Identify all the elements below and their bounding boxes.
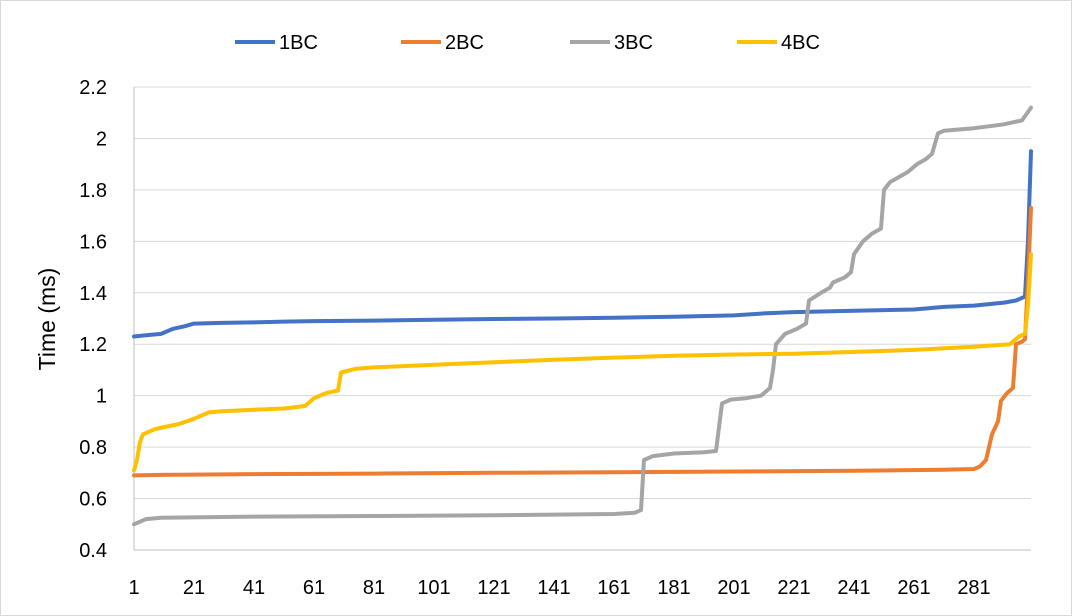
legend-label-2bc: 2BC	[445, 32, 484, 54]
x-tick-label: 121	[477, 577, 510, 599]
y-tick-label: 0.6	[79, 489, 107, 511]
legend-label-3bc: 3BC	[614, 32, 653, 54]
x-tick-label: 1	[128, 577, 139, 599]
x-tick-label: 261	[897, 577, 930, 599]
x-tick-label: 181	[657, 577, 690, 599]
series-line-3bc	[132, 105, 1033, 527]
y-tick-label: 1.6	[79, 231, 107, 253]
x-tick-label: 281	[957, 577, 990, 599]
x-tick-label: 21	[183, 577, 205, 599]
series-line-2bc	[132, 205, 1033, 478]
x-tick-label: 161	[597, 577, 630, 599]
x-tick-label: 61	[303, 577, 325, 599]
y-tick-label: 0.8	[79, 437, 107, 459]
series-line-1bc	[132, 149, 1033, 339]
x-tick-label: 41	[243, 577, 265, 599]
gridlines	[134, 86, 1031, 500]
x-tick-label: 141	[537, 577, 570, 599]
x-tick-label: 81	[363, 577, 385, 599]
y-tick-label: 1.4	[79, 283, 107, 305]
legend: 1BC 2BC 3BC 4BC	[235, 32, 820, 54]
y-tick-label: 2.2	[79, 77, 107, 99]
y-tick-label: 0.4	[79, 540, 107, 562]
y-axis-title: Time (ms)	[34, 268, 60, 371]
x-tick-label: 101	[417, 577, 450, 599]
y-tick-label: 2	[96, 128, 107, 150]
x-tick-label: 221	[777, 577, 810, 599]
series-lines	[132, 105, 1033, 527]
x-tick-label: 241	[837, 577, 870, 599]
legend-label-4bc: 4BC	[781, 32, 820, 54]
axes: 0.40.60.811.21.41.61.822.21 21 41 61 81 101 12…	[79, 77, 1031, 599]
y-tick-label: 1.2	[79, 334, 107, 356]
y-tick-label: 1	[96, 386, 107, 408]
x-tick-label: 201	[717, 577, 750, 599]
series-line-4bc	[132, 252, 1033, 473]
y-tick-label: 1.8	[79, 180, 107, 202]
legend-label-1bc: 1BC	[279, 32, 318, 54]
